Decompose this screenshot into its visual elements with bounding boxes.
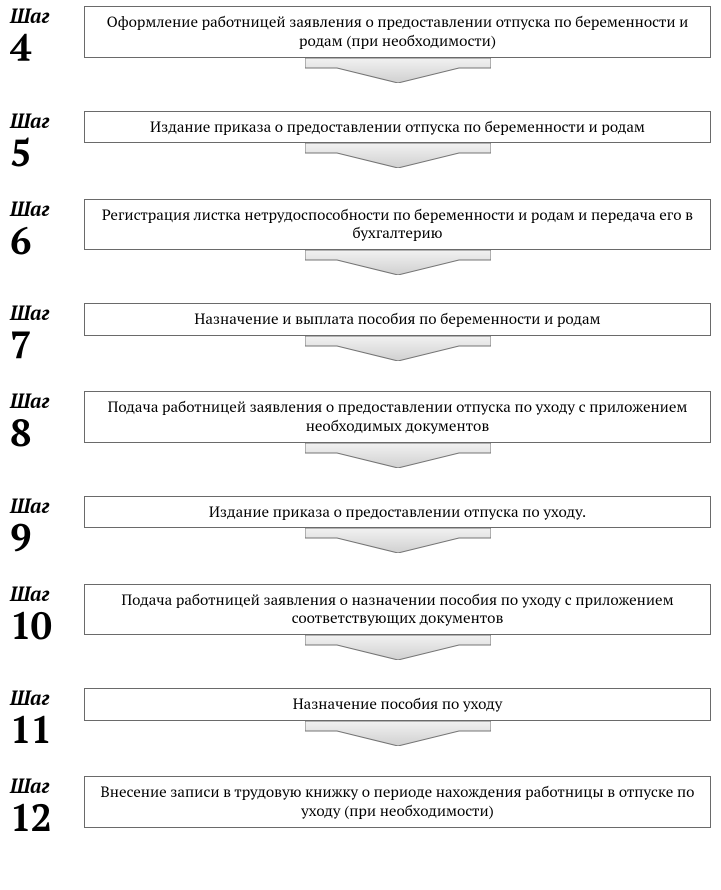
step-body: Внесение записи в трудовую книжку о пери… [84, 776, 711, 828]
step-arrow [305, 721, 491, 746]
step-label: Шаг5 [10, 111, 84, 171]
step-label: Шаг9 [10, 496, 84, 556]
step-arrow [305, 143, 491, 168]
step-body: Подача работницей заявления о назначении… [84, 584, 711, 661]
step-row: Шаг5Издание приказа о предоставлении отп… [10, 111, 711, 171]
step-number: 4 [10, 28, 76, 66]
step-arrow [305, 250, 491, 275]
step-body: Назначение пособия по уходу [84, 688, 711, 746]
down-arrow-icon [305, 336, 491, 361]
down-arrow-icon [305, 443, 491, 468]
step-number: 5 [10, 133, 76, 171]
step-label: Шаг4 [10, 6, 84, 66]
down-arrow-icon [305, 635, 491, 660]
step-row: Шаг7Назначение и выплата пособия по бере… [10, 303, 711, 363]
step-box: Назначение пособия по уходу [84, 688, 711, 721]
step-row: Шаг9Издание приказа о предоставлении отп… [10, 496, 711, 556]
step-box: Внесение записи в трудовую книжку о пери… [84, 776, 711, 828]
step-body: Назначение и выплата пособия по беременн… [84, 303, 711, 361]
step-number: 12 [10, 798, 76, 836]
step-arrow [305, 336, 491, 361]
step-body: Оформление работницей заявления о предос… [84, 6, 711, 83]
step-box: Издание приказа о предоставлении отпуска… [84, 496, 711, 529]
step-row: Шаг10Подача работницей заявления о назна… [10, 584, 711, 661]
step-number: 7 [10, 325, 76, 363]
step-arrow [305, 58, 491, 83]
step-row: Шаг12Внесение записи в трудовую книжку о… [10, 776, 711, 836]
step-label: Шаг6 [10, 199, 84, 259]
step-row: Шаг4Оформление работницей заявления о пр… [10, 6, 711, 83]
flowchart-container: Шаг4Оформление работницей заявления о пр… [10, 6, 711, 836]
step-box: Подача работницей заявления о предоставл… [84, 391, 711, 443]
step-row: Шаг11Назначение пособия по уходу [10, 688, 711, 748]
step-arrow [305, 443, 491, 468]
step-number: 8 [10, 413, 76, 451]
step-box: Подача работницей заявления о назначении… [84, 584, 711, 636]
step-number: 10 [10, 606, 76, 644]
step-row: Шаг8Подача работницей заявления о предос… [10, 391, 711, 468]
step-body: Издание приказа о предоставлении отпуска… [84, 496, 711, 554]
step-number: 11 [10, 710, 76, 748]
step-label: Шаг11 [10, 688, 84, 748]
down-arrow-icon [305, 143, 491, 168]
step-body: Подача работницей заявления о предоставл… [84, 391, 711, 468]
step-box: Издание приказа о предоставлении отпуска… [84, 111, 711, 144]
down-arrow-icon [305, 58, 491, 83]
step-arrow [305, 528, 491, 553]
step-number: 6 [10, 221, 76, 259]
step-label: Шаг8 [10, 391, 84, 451]
down-arrow-icon [305, 250, 491, 275]
down-arrow-icon [305, 721, 491, 746]
step-label: Шаг12 [10, 776, 84, 836]
step-row: Шаг6Регистрация листка нетрудоспособност… [10, 199, 711, 276]
step-box: Назначение и выплата пособия по беременн… [84, 303, 711, 336]
step-body: Издание приказа о предоставлении отпуска… [84, 111, 711, 169]
down-arrow-icon [305, 528, 491, 553]
step-box: Регистрация листка нетрудоспособности по… [84, 199, 711, 251]
step-label: Шаг7 [10, 303, 84, 363]
step-label: Шаг10 [10, 584, 84, 644]
step-arrow [305, 635, 491, 660]
step-body: Регистрация листка нетрудоспособности по… [84, 199, 711, 276]
step-box: Оформление работницей заявления о предос… [84, 6, 711, 58]
step-number: 9 [10, 518, 76, 556]
